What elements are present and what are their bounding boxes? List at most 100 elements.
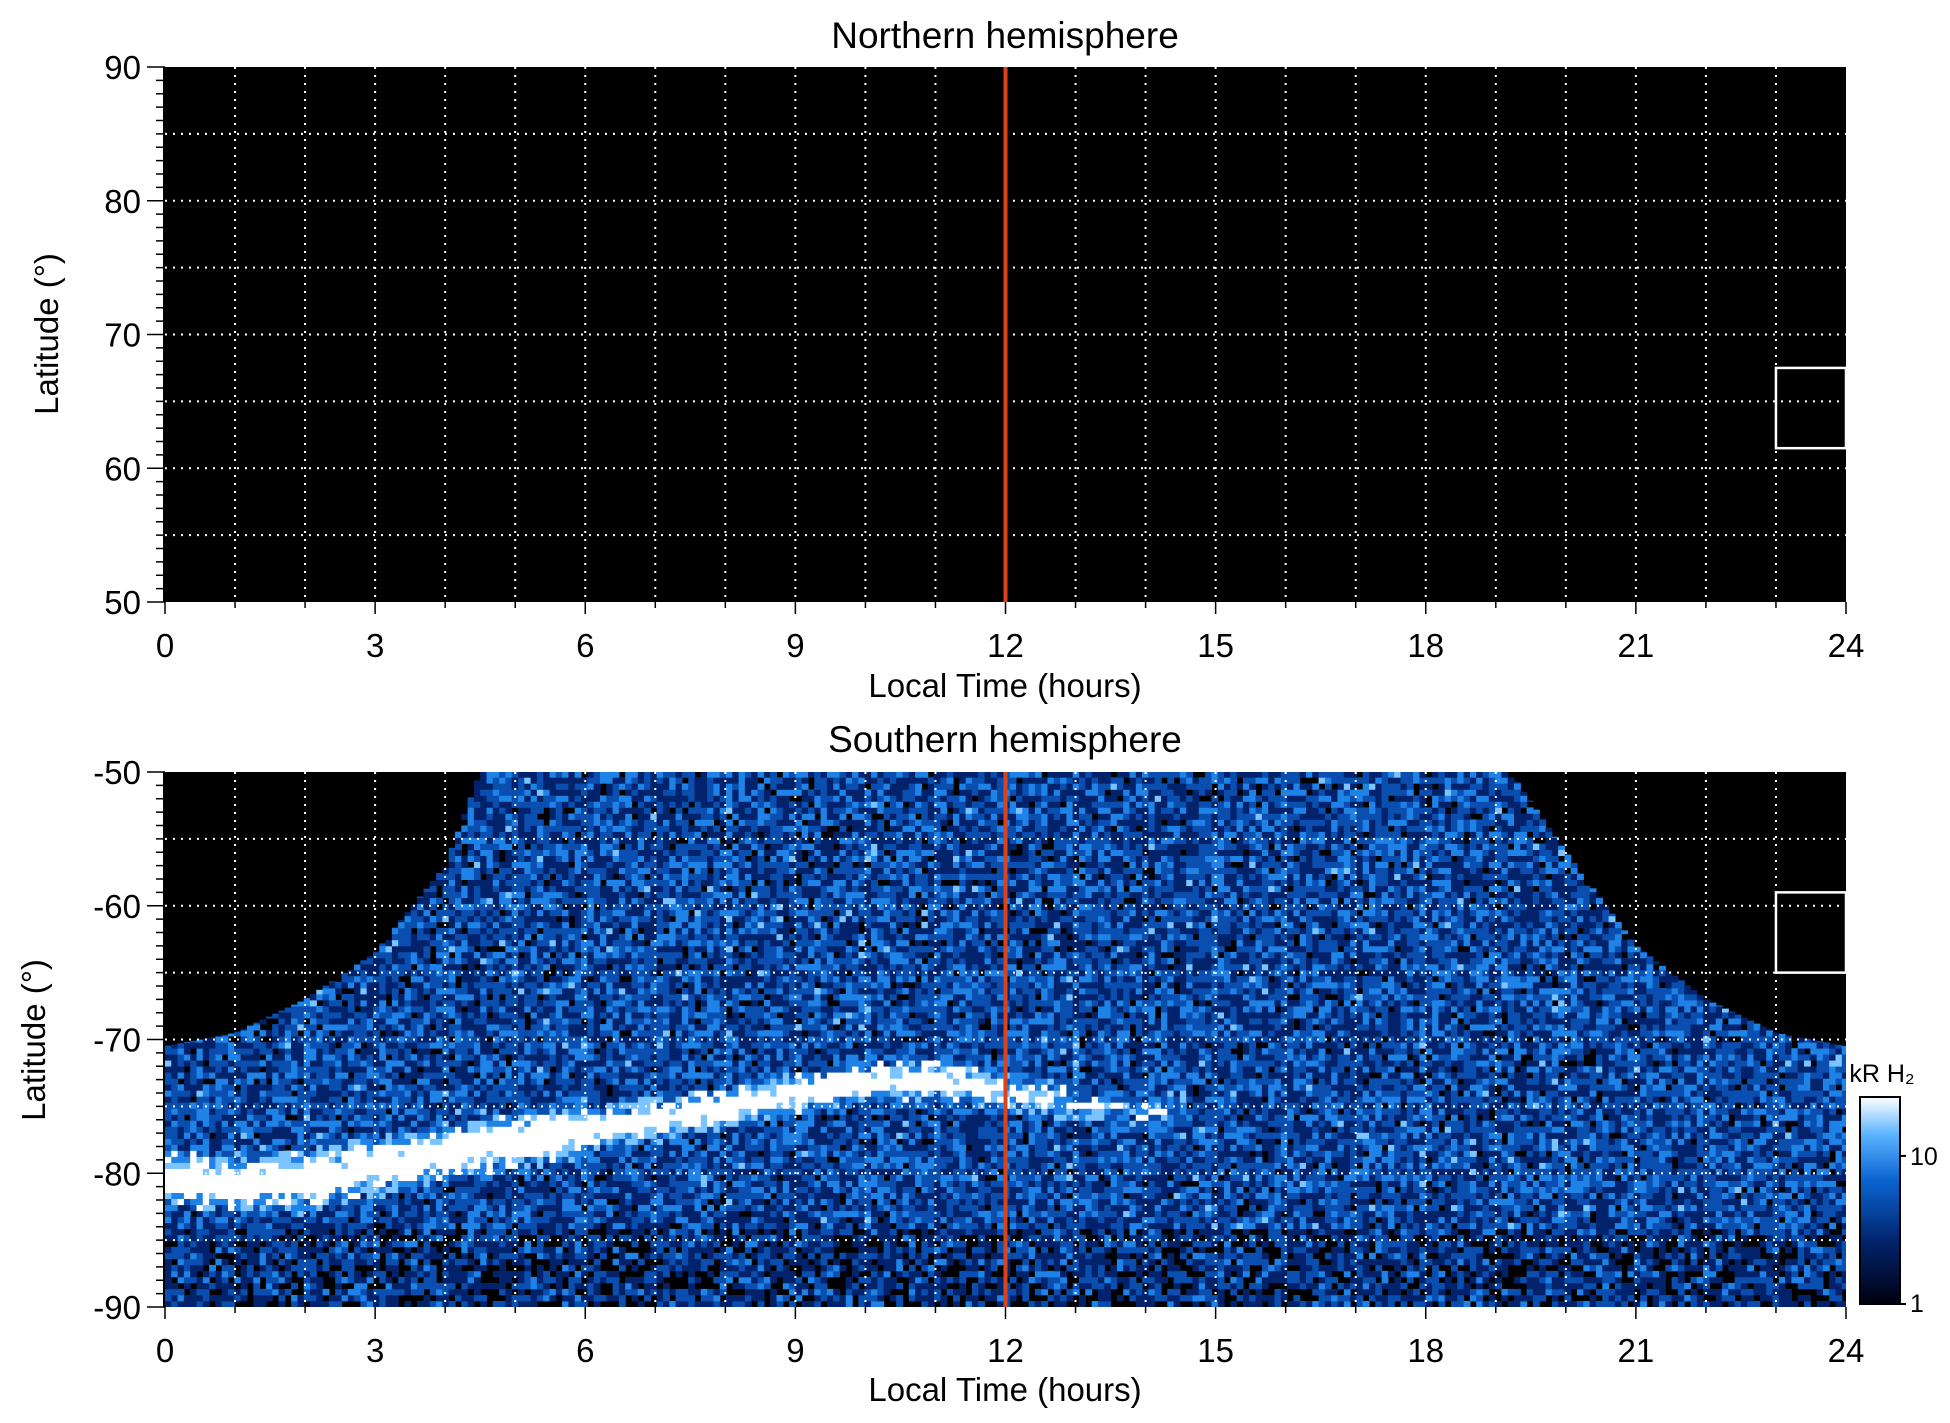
emission-cell [221, 1126, 229, 1133]
emission-cell [581, 1156, 588, 1163]
emission-cell [240, 1276, 248, 1284]
emission-cell [455, 969, 462, 977]
emission-cell [436, 1012, 443, 1019]
emission-cell [549, 1120, 557, 1127]
emission-cell [215, 1126, 223, 1133]
emission-cell [196, 1288, 204, 1296]
emission-cell [511, 957, 519, 965]
emission-cell [215, 1042, 223, 1049]
emission-cell [593, 849, 601, 856]
emission-cell [461, 855, 469, 862]
emission-cell [196, 1228, 204, 1236]
emission-cell [587, 1054, 595, 1061]
emission-cell [492, 873, 500, 880]
emission-cell [322, 1012, 330, 1019]
emission-cell [417, 903, 424, 911]
emission-cell [492, 1180, 500, 1187]
emission-cell [448, 921, 456, 929]
emission-cell [366, 957, 374, 965]
emission-cell [385, 1204, 393, 1212]
emission-cell [196, 1084, 204, 1091]
emission-cell [530, 1066, 538, 1073]
emission-cell [593, 879, 601, 887]
emission-cell [209, 1108, 216, 1115]
emission-cell [373, 976, 380, 983]
emission-cell [650, 891, 658, 899]
emission-cell [385, 957, 393, 965]
emission-cell [656, 1276, 664, 1284]
emission-cell [379, 1162, 387, 1169]
emission-cell [385, 1078, 393, 1085]
emission-cell [543, 783, 551, 790]
emission-cell [246, 1192, 254, 1199]
emission-cell [555, 1114, 563, 1121]
emission-cell [499, 825, 506, 832]
emission-cell [499, 801, 506, 808]
emission-cell [265, 1240, 273, 1248]
emission-cell [625, 897, 633, 905]
emission-cell [530, 831, 538, 838]
emission-cell [398, 951, 406, 959]
emission-cell [455, 861, 462, 868]
emission-cell [505, 1288, 513, 1296]
emission-cell [587, 837, 595, 844]
emission-cell [391, 1024, 399, 1031]
emission-cell [417, 945, 424, 953]
emission-cell [631, 1168, 639, 1175]
emission-cell [391, 1048, 399, 1055]
emission-cell [202, 1222, 210, 1230]
emission-cell [612, 1168, 620, 1175]
emission-cell [587, 843, 595, 850]
emission-cell [303, 1132, 311, 1139]
emission-cell [316, 1174, 324, 1181]
emission-cell [587, 861, 595, 868]
emission-cell [221, 1174, 229, 1181]
emission-cell [524, 1078, 532, 1085]
emission-cell [637, 1048, 645, 1055]
emission-cell [486, 976, 494, 983]
emission-cell [524, 1006, 532, 1013]
emission-cell [536, 1270, 544, 1278]
emission-cell [612, 1228, 620, 1236]
emission-cell [530, 1168, 538, 1175]
emission-cell [467, 957, 475, 965]
emission-cell [473, 819, 481, 826]
emission-cell [637, 795, 645, 802]
emission-cell [253, 1138, 261, 1145]
emission-cell [562, 1108, 569, 1115]
emission-cell [354, 1222, 361, 1230]
emission-cell [606, 909, 614, 917]
emission-cell [499, 1246, 506, 1254]
emission-cell [536, 843, 544, 850]
emission-cell [606, 939, 614, 947]
emission-cell [486, 855, 494, 862]
emission-cell [587, 1192, 595, 1199]
emission-cell [303, 1042, 311, 1049]
emission-cell [228, 1162, 235, 1169]
emission-cell [637, 849, 645, 856]
emission-cell [562, 1048, 569, 1055]
emission-cell [587, 1084, 595, 1091]
emission-cell [215, 1295, 223, 1302]
emission-cell [600, 903, 607, 911]
emission-cell [492, 1000, 500, 1007]
emission-cell [499, 1264, 506, 1272]
emission-cell [316, 1090, 324, 1097]
emission-cell [581, 1301, 588, 1307]
emission-cell [379, 1090, 387, 1097]
emission-cell [637, 1030, 645, 1037]
emission-cell [253, 1156, 261, 1163]
emission-cell [240, 1048, 248, 1055]
emission-cell [631, 1000, 639, 1007]
emission-cell [549, 945, 557, 953]
emission-cell [240, 1090, 248, 1097]
emission-cell [549, 891, 557, 899]
emission-cell [335, 1228, 343, 1236]
emission-cell [221, 1108, 229, 1115]
emission-cell [429, 1222, 437, 1230]
emission-cell [612, 1150, 620, 1157]
emission-cell [246, 1036, 254, 1043]
emission-cell [246, 1210, 254, 1218]
emission-cell [385, 1048, 393, 1055]
